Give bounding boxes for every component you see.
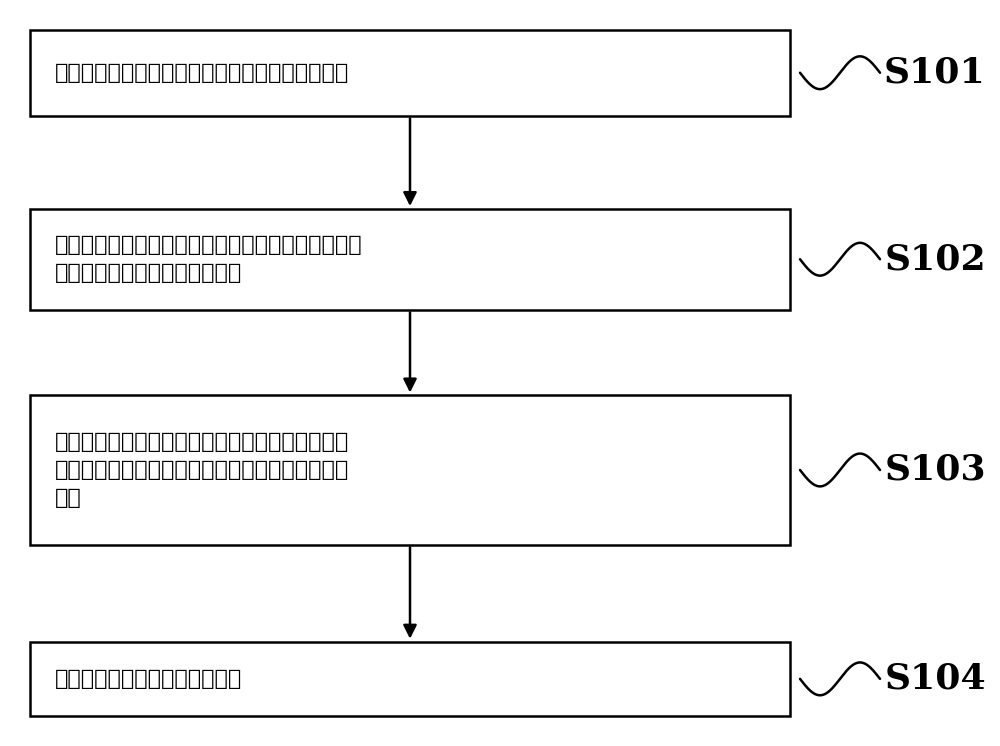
- Text: S103: S103: [884, 453, 986, 487]
- Bar: [30, 209, 790, 310]
- Text: 根据调控输出调整氢气进堆压力: 根据调控输出调整氢气进堆压力: [55, 669, 242, 689]
- Text: S101: S101: [884, 56, 986, 90]
- Bar: [30, 642, 790, 716]
- Bar: [30, 30, 790, 116]
- Text: 预定义目标氢气进堆压力，获取实际氢气进堆压力: 预定义目标氢气进堆压力，获取实际氢气进堆压力: [55, 63, 349, 83]
- Bar: [30, 395, 790, 545]
- Text: S102: S102: [884, 242, 986, 276]
- Text: 控制算法的输出根据阈值规则进行调整，获得调控: 控制算法的输出根据阈值规则进行调整，获得调控: [55, 460, 349, 480]
- Text: 计算目标氢气进堆压力与实际氢气进堆压力的差值，: 计算目标氢气进堆压力与实际氢气进堆压力的差值，: [55, 235, 363, 255]
- Text: 输出: 输出: [55, 489, 82, 508]
- Text: 将差值、变化率作为模糊控制算法的输入，将模糊: 将差值、变化率作为模糊控制算法的输入，将模糊: [55, 432, 349, 451]
- Text: S104: S104: [884, 662, 986, 696]
- Text: 计算实际氢气进堆压力的变化率: 计算实际氢气进堆压力的变化率: [55, 263, 242, 283]
